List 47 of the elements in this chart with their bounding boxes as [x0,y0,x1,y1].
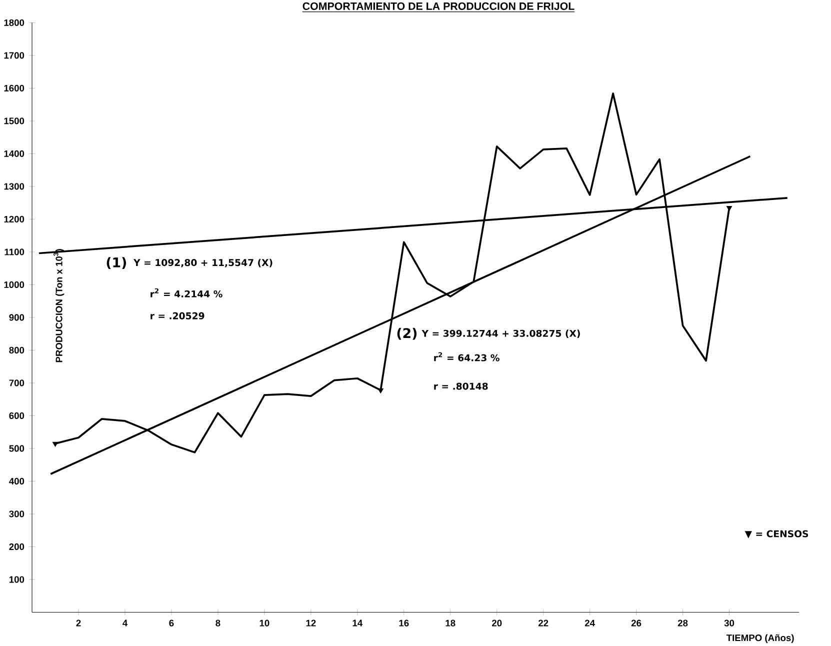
x-tick-label: 26 [631,620,642,627]
x-tick-label: 22 [538,620,548,627]
annotation: r = .20529 [150,312,204,320]
y-tick-label: 1200 [4,216,24,223]
y-tick-label: 700 [9,380,24,386]
y-tick-label: 1700 [4,52,24,59]
point [726,206,732,212]
annotation: ▼ = CENSOS [744,530,808,539]
x-tick-label: 28 [678,620,688,627]
y-tick-label: 1300 [4,183,24,190]
annotation: (1) [106,257,126,270]
annotation: r$^{2}$ = 64.23 % [434,352,500,362]
x-tick-label: 16 [399,620,409,627]
x-tick-label: 24 [584,620,595,627]
y-tick-label: 600 [9,412,24,420]
annotation: Y = 399.12744 + 33.08275 (X) [422,330,580,338]
x-tick-label: 6 [169,620,174,627]
x-tick-label: 2 [76,620,81,627]
annotation: Y = 1092,80 + 11,5547 (X) [133,259,272,268]
y-tick-label: 1800 [4,20,24,26]
x-tick-label: 10 [260,620,270,627]
x-tick-label: 30 [724,620,734,627]
chart-title: COMPORTAMIENTO DE LA PRODUCCION DE FRIJOL [302,2,574,10]
y-tick-label: 500 [9,445,24,452]
x-axis-title: TIEMPO (Años) [726,634,794,644]
annotation: r = .80148 [434,382,488,390]
y-tick-label: 800 [9,347,24,354]
x-tick-label: 20 [492,620,502,627]
x-tick-label: 4 [122,620,128,626]
annotation: r$^{2}$ = 4.2144 % [150,288,222,298]
y-tick-label: 300 [9,510,24,518]
y-tick-label: 400 [9,478,24,485]
x-tick-label: 18 [446,620,456,627]
y-axis-title: PRODUCCION (Ton x 10$^{3}$) [54,249,64,362]
x-tick-label: 14 [352,620,363,626]
y-tick-label: 900 [9,314,24,321]
x-tick-label: 12 [306,620,316,627]
y-tick-label: 1500 [4,118,24,124]
y-tick-label: 100 [9,576,24,583]
y-tick-label: 1000 [4,282,24,288]
x-tick-label: 8 [216,620,220,627]
y-tick-label: 1600 [4,85,24,92]
y-tick-label: 200 [9,544,24,550]
y-tick-label: 1100 [4,248,24,256]
point [52,442,58,447]
y-tick-label: 1400 [4,150,24,158]
annotation: (2) [397,328,417,340]
